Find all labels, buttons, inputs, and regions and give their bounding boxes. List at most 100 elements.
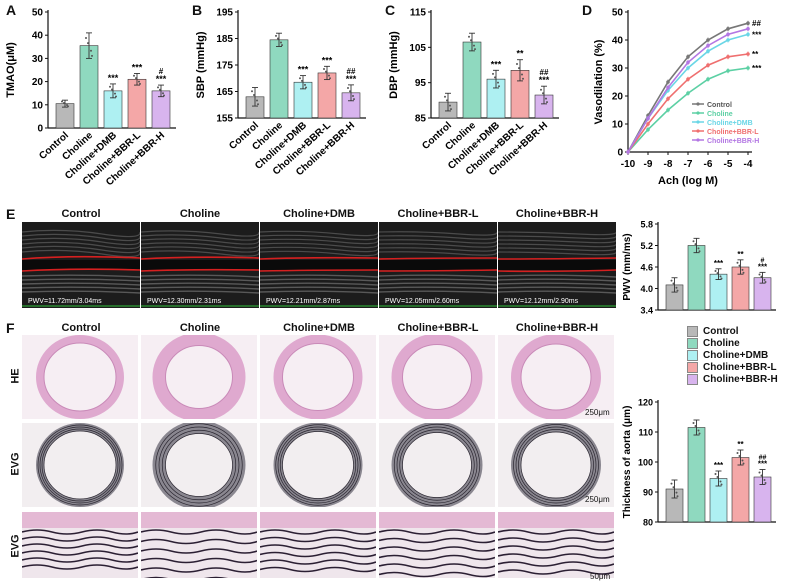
data-point — [138, 80, 140, 83]
legend-label: Choline+DMB — [703, 349, 769, 361]
ultrasound-image-dmb: PWV=12.21mm/2.87ms — [260, 222, 378, 308]
y-tick-label: 0 — [37, 124, 43, 135]
significance-label: *** — [714, 259, 724, 268]
series-point — [726, 27, 730, 31]
y-axis-label: TMAO(μM) — [5, 42, 17, 98]
hist-title-choline: Choline — [179, 322, 221, 334]
elastic-lamina — [39, 426, 121, 504]
data-point — [698, 250, 701, 253]
elastic-lamina — [402, 432, 472, 498]
pwv-label-dmb: PWV=12.21mm/2.87ms — [266, 298, 341, 305]
us-lumen — [498, 260, 616, 270]
us-tissue — [498, 235, 616, 240]
data-point — [694, 243, 697, 246]
series-point — [746, 27, 750, 31]
legend-marker — [696, 102, 700, 106]
significance-label: *** — [758, 460, 768, 469]
us-tissue — [379, 286, 497, 290]
aorta-ring — [152, 335, 246, 419]
legend-entry: Choline+BBR-L — [707, 129, 759, 136]
significance-label: *** — [108, 73, 119, 83]
elastic-fiber — [498, 545, 614, 551]
us-tissue — [22, 249, 140, 258]
elastic-fiber — [141, 557, 257, 564]
us-lumen — [379, 260, 497, 270]
hist-title-dmb: Choline+DMB — [283, 322, 355, 334]
series-point — [706, 49, 710, 53]
data-point — [446, 99, 448, 102]
histology-image-he-3 — [379, 335, 495, 419]
hash-label: # — [761, 257, 765, 264]
data-point — [91, 54, 93, 57]
us-title-dmb: Choline+DMB — [283, 208, 355, 220]
us-tissue — [379, 235, 497, 240]
elastic-lamina — [158, 426, 240, 504]
aorta-ring — [36, 423, 124, 507]
bar-1 — [687, 427, 706, 523]
legend-swatch — [687, 337, 698, 349]
data-point — [111, 88, 113, 91]
data-point — [304, 83, 306, 86]
hash-label: ## — [759, 455, 767, 462]
elastic-lamina — [41, 428, 119, 502]
data-point — [349, 90, 351, 93]
elastic-lamina — [43, 430, 117, 500]
legend-item: Choline+DMB — [687, 349, 778, 361]
legend-marker — [696, 129, 700, 133]
chart-d-vasodilation: 0 10 20 30 40 50 -10 -9 -8 -7 -6 -5 -4 Ach (log M) Vas… — [593, 8, 762, 188]
data-point — [90, 49, 92, 52]
data-point — [109, 85, 111, 88]
y-tick-label: 0 — [617, 148, 623, 159]
data-point — [157, 86, 159, 89]
adventitia — [379, 512, 495, 528]
us-tissue — [141, 234, 259, 241]
series-point — [686, 60, 690, 65]
significance-label: *** — [156, 74, 167, 84]
us-tissue — [260, 278, 378, 282]
y-tick-label: 155 — [216, 114, 233, 125]
elastic-lamina — [165, 433, 233, 497]
us-tissue — [498, 290, 616, 294]
scale-bar-he: 250μm — [585, 408, 610, 417]
series-point — [726, 69, 730, 73]
data-point — [133, 74, 135, 77]
histology-image-zoom-1 — [141, 512, 257, 578]
y-tick-label: 90 — [643, 488, 653, 498]
aorta-lumen-edge — [520, 343, 592, 411]
ultrasound-image-bbrl: PWV=12.05mm/2.60ms — [379, 222, 497, 308]
elastic-fiber — [260, 536, 376, 543]
significance-label: ** — [516, 49, 524, 59]
y-tick-label: 95 — [415, 78, 427, 89]
data-point — [763, 278, 766, 281]
series-significance: ** — [752, 50, 759, 59]
data-point — [468, 35, 470, 38]
data-point — [742, 271, 745, 274]
data-point — [277, 37, 279, 40]
y-tick-label: 40 — [612, 36, 624, 47]
series-point — [706, 38, 710, 42]
series-point — [686, 77, 690, 81]
data-point — [719, 275, 722, 278]
legend-label: Choline+BBR-H — [703, 373, 778, 385]
y-tick-label: 100 — [638, 458, 653, 468]
legend-entry: Choline+DMB — [707, 120, 753, 127]
data-point — [692, 240, 695, 243]
us-tissue — [22, 286, 140, 290]
us-wall-upper — [379, 257, 497, 260]
us-tissue — [22, 237, 140, 246]
us-lumen — [141, 260, 259, 270]
elastic-fiber — [22, 557, 138, 563]
series-point — [686, 91, 690, 95]
elastic-lamina — [520, 431, 592, 499]
y-tick-label: 4.0 — [640, 284, 653, 294]
y-axis-label: DBP (mmHg) — [388, 31, 400, 99]
us-tissue — [22, 290, 140, 294]
legend-item: Choline — [687, 337, 778, 349]
data-point — [720, 277, 723, 280]
data-point — [85, 36, 87, 39]
legend-entry: Choline — [707, 111, 733, 118]
series-point — [746, 21, 750, 26]
